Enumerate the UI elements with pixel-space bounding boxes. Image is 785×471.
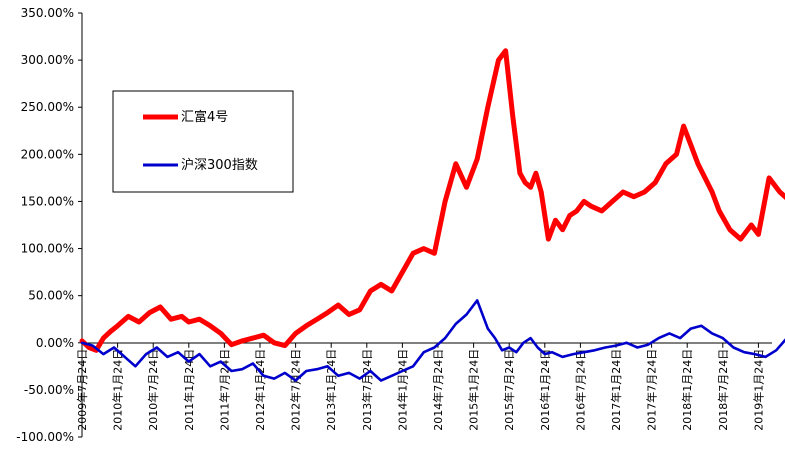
series-layer <box>79 48 785 382</box>
x-tick-label: 2012年1月24日 <box>253 349 267 431</box>
x-tick-label: 2019年1月24日 <box>751 349 765 431</box>
series-line-fund <box>79 48 785 353</box>
y-tick-label: 350.00% <box>21 6 74 20</box>
y-tick-label: 50.00% <box>28 289 74 303</box>
y-ticks: 350.00% 300.00% 250.00% 200.00% 150.00% 100.0… <box>16 6 82 444</box>
x-tick-label: 2014年7月24日 <box>431 349 445 431</box>
legend-box <box>112 90 294 193</box>
series-line-index <box>80 299 785 382</box>
y-tick-label: -50.00% <box>24 383 74 397</box>
x-tick-label: 2018年1月24日 <box>680 349 694 431</box>
x-tick-label: 2018年7月24日 <box>716 349 730 431</box>
legend-label-index: 沪深300指数 <box>181 157 258 173</box>
x-tick-label: 2009年7月24日 <box>75 349 89 431</box>
x-tick-label: 2012年7月24日 <box>289 349 303 431</box>
x-tick-label: 2014年1月24日 <box>395 349 409 431</box>
x-tick-label: 2013年1月24日 <box>324 349 338 431</box>
legend-label-fund: 汇富4号 <box>181 109 228 125</box>
y-tick-label: 200.00% <box>21 147 74 161</box>
legend: 汇富4号 沪深300指数 <box>112 90 294 193</box>
x-tick-label: 2016年7月24日 <box>573 349 587 431</box>
y-tick-label: -100.00% <box>16 430 74 444</box>
x-tick-label: 2015年7月24日 <box>502 349 516 431</box>
x-tick-label: 2010年1月24日 <box>111 349 125 431</box>
y-tick-label: 0.00% <box>36 336 74 350</box>
x-tick-label: 2013年7月24日 <box>360 349 374 431</box>
x-tick-label: 2010年7月24日 <box>146 349 160 431</box>
x-tick-label: 2017年7月24日 <box>645 349 659 431</box>
y-tick-label: 300.00% <box>21 53 74 67</box>
x-tick-label: 2015年1月24日 <box>467 349 481 431</box>
x-tick-label: 2017年1月24日 <box>609 349 623 431</box>
y-tick-label: 150.00% <box>21 194 74 208</box>
y-tick-label: 100.00% <box>21 242 74 256</box>
y-tick-label: 250.00% <box>21 100 74 114</box>
x-tick-label: 2016年1月24日 <box>538 349 552 431</box>
x-tick-label: 2011年1月24日 <box>182 349 196 431</box>
